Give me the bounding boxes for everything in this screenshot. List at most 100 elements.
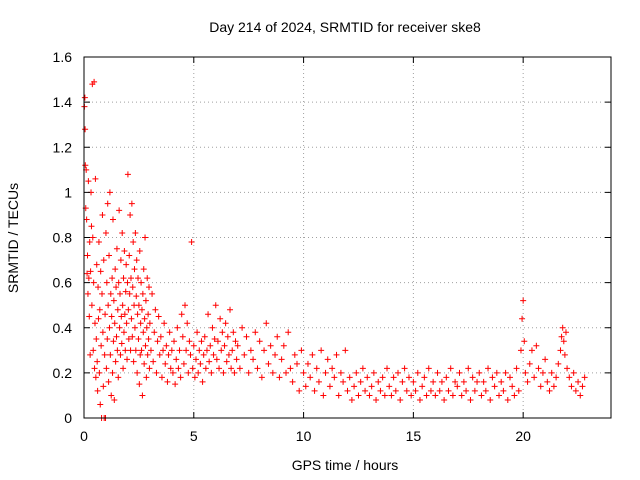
data-point [128,315,135,322]
chart-title: Day 214 of 2024, SRMTID for receiver ske… [209,19,481,35]
data-point [211,336,218,343]
data-point [265,360,272,367]
data-point [458,392,465,399]
data-point [381,392,388,399]
data-point [467,396,474,403]
data-point [199,378,206,385]
data-point [520,297,527,304]
data-point [513,365,520,372]
data-point [399,378,406,385]
data-point [92,175,99,182]
data-point [575,378,582,385]
data-point [84,270,91,277]
data-point [156,351,163,358]
data-point [197,360,204,367]
data-point [196,347,203,354]
data-point [119,302,126,309]
data-point [403,387,410,394]
data-point [178,311,185,318]
data-point [172,381,179,388]
data-point [476,369,483,376]
data-point [408,392,415,399]
data-point [81,94,88,101]
y-tick-label: 1.2 [53,139,73,155]
data-point [101,351,108,358]
data-point [216,365,223,372]
data-point [515,387,522,394]
data-point [102,311,109,318]
data-point [106,324,113,331]
data-point [241,351,248,358]
data-point [239,324,246,331]
data-point [581,374,588,381]
data-point [130,239,137,246]
data-point [191,374,198,381]
grid [84,57,611,418]
data-point [143,324,150,331]
data-point [141,360,148,367]
data-point [112,358,119,365]
data-point [144,275,151,282]
data-point [568,383,575,390]
data-point [105,378,112,385]
data-point [353,369,360,376]
data-point [384,365,391,372]
data-point [300,369,307,376]
data-point [557,347,564,354]
data-point [342,347,349,354]
data-point [304,360,311,367]
data-point [227,306,234,313]
data-point [207,342,214,349]
data-point [146,320,153,327]
data-point [104,336,111,343]
data-point [118,313,125,320]
data-point [247,347,254,354]
x-tick-label: 0 [80,428,88,444]
data-point [149,290,156,297]
data-point [100,257,107,264]
data-point [524,378,531,385]
data-point [276,374,283,381]
data-point [94,358,101,365]
data-point [113,333,120,340]
data-point [203,347,210,354]
data-point [91,320,98,327]
data-point [93,261,100,268]
data-point [171,338,178,345]
data-point [564,365,571,372]
data-point [109,369,116,376]
data-point [150,358,157,365]
data-point [324,356,331,363]
data-point [107,351,114,358]
data-point [560,338,567,345]
data-point [145,311,152,318]
data-point [570,369,577,376]
data-point [392,387,399,394]
data-point [202,365,209,372]
data-point [337,369,344,376]
data-point [267,342,274,349]
data-point [542,356,549,363]
data-point [351,383,358,390]
data-point [127,275,134,282]
data-point [82,162,89,169]
y-tick-label: 1 [64,184,72,200]
data-point [293,360,300,367]
data-point [134,369,141,376]
data-point [127,211,134,218]
data-point [250,356,257,363]
data-point [184,320,191,327]
data-point [132,229,139,236]
data-point [416,396,423,403]
data-point [485,365,492,372]
data-point [311,387,318,394]
data-point [116,324,123,331]
data-point [366,392,373,399]
data-point [478,392,485,399]
data-point [136,248,143,255]
data-point [139,392,146,399]
data-point [169,369,176,376]
data-point [122,347,129,354]
data-point [123,320,130,327]
